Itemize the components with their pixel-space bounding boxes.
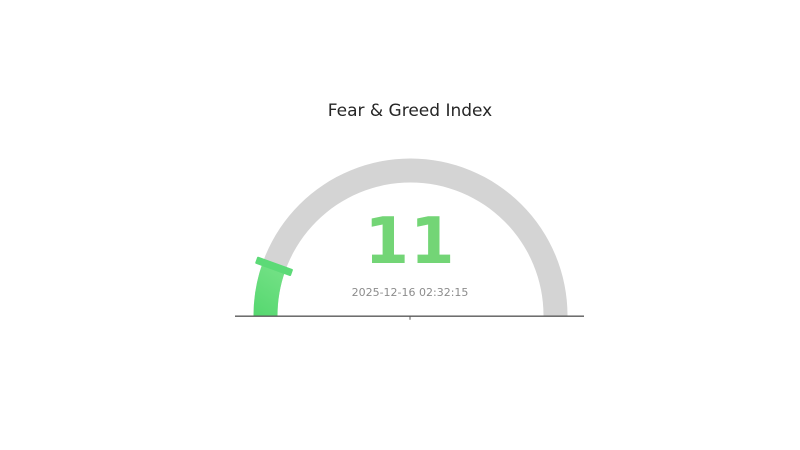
gauge-value: 11 (364, 205, 456, 279)
gauge-track-arc (253, 158, 568, 316)
gauge-timestamp: 2025-12-16 02:32:15 (351, 286, 469, 299)
chart-title: Fear & Greed Index (327, 101, 493, 121)
gauge-value-marker (255, 256, 293, 277)
gauge-progress-arc (253, 262, 286, 316)
